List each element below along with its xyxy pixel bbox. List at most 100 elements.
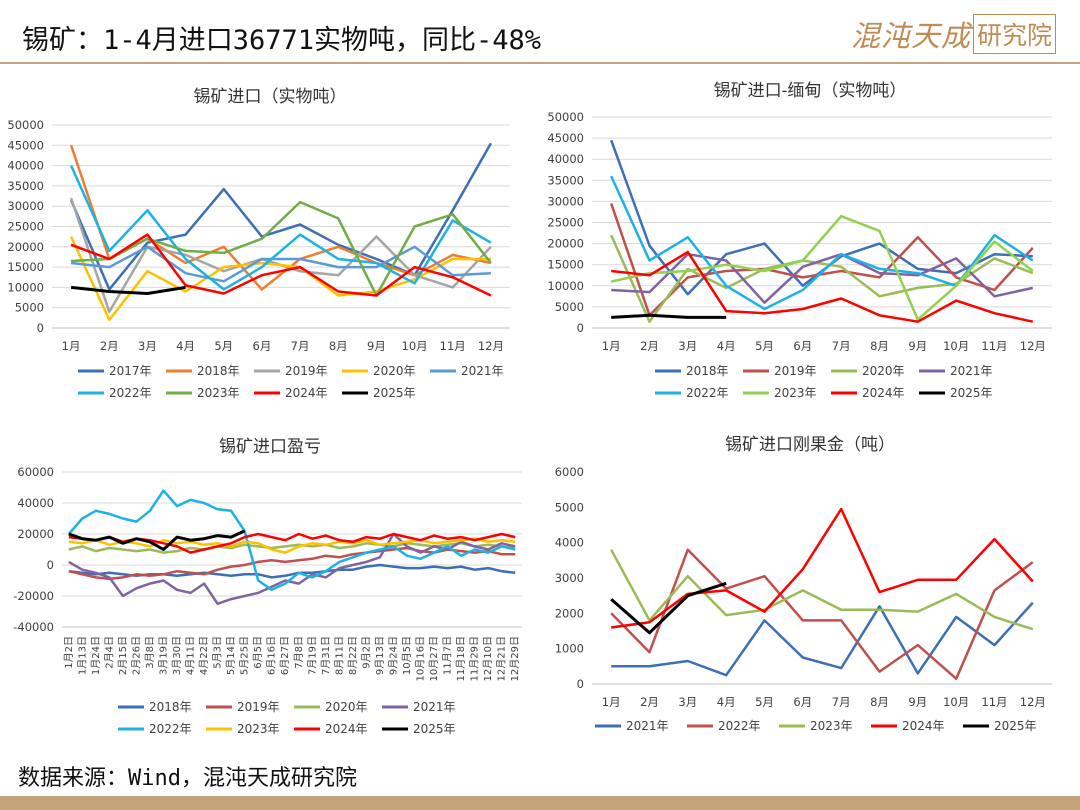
y-tick-label: 15000 <box>7 260 44 274</box>
x-tick-label: 9月24日 <box>387 636 399 675</box>
y-tick-label: 5000 <box>555 500 584 514</box>
series-line-2024年 <box>611 250 1034 323</box>
x-tick-label: 8月 <box>870 695 889 709</box>
x-tick-label: 4月 <box>717 339 736 353</box>
y-tick-label: 10000 <box>7 280 44 294</box>
legend-label: 2025年 <box>373 386 416 400</box>
y-tick-label: 10000 <box>547 279 584 293</box>
legend-label: 2024年 <box>285 386 328 400</box>
x-tick-label: 11月 <box>981 339 1007 353</box>
x-tick-label: 9月 <box>367 339 386 353</box>
series-line-2023年 <box>610 549 1034 631</box>
x-tick-label: 12月29日 <box>509 636 521 681</box>
y-tick-label: 4000 <box>555 536 584 550</box>
y-tick-label: 5000 <box>15 301 44 315</box>
series-line-2022年 <box>69 165 492 291</box>
y-tick-label: 6000 <box>555 465 584 479</box>
y-tick-label: 30000 <box>7 199 44 213</box>
y-tick-label: 25000 <box>7 220 44 234</box>
y-tick-label: 0 <box>577 677 584 691</box>
logo-main-text: 混沌天成 <box>850 19 971 53</box>
gridlines <box>52 124 510 329</box>
series-line-2023年 <box>71 200 492 297</box>
y-tick-label: -40000 <box>13 620 54 634</box>
x-axis: 1月 2月 3月 4月 5月 6月 7月 8月 9月 10月 11月 12月 <box>62 339 504 353</box>
chart-svg: -40000 -20000 0 20000 40000 60000 1月2日 1月13日 1月2… <box>13 465 522 736</box>
legend: 2018年 2019年 2020年 2021年 2022年 2023年 2024年 2025年 <box>655 364 993 400</box>
footer-bar <box>0 796 1080 810</box>
x-tick-label: 12月 <box>1020 695 1046 709</box>
legend-label: 2019年 <box>774 364 817 378</box>
chart-title: 锡矿进口刚果金（吨） <box>725 435 895 455</box>
legend-label: 2023年 <box>197 386 240 400</box>
x-tick-label: 8月11日 <box>333 636 345 675</box>
y-tick-label: 3000 <box>555 571 584 585</box>
series-line-2023年 <box>610 214 1034 321</box>
legend-label: 2018年 <box>149 700 192 714</box>
chart-svg: 0 1000 2000 3000 4000 5000 6000 1月 2月 3月 4月 5月 6月 7月 8… <box>555 465 1052 733</box>
header-divider <box>0 62 1080 64</box>
series-line-2025年 <box>610 581 727 635</box>
x-tick-label: 6月 <box>793 695 812 709</box>
series-line-2025年 <box>70 285 186 295</box>
x-axis: 1月 2月 3月 4月 5月 6月 7月 8月 9月 10月 11月 12月 <box>602 339 1046 353</box>
series-line-2022年 <box>610 548 1034 680</box>
x-tick-label: 7月 <box>832 695 851 709</box>
y-tick-label: 35000 <box>7 179 44 193</box>
legend-label: 2022年 <box>149 722 192 736</box>
x-tick-label: 10月 <box>943 695 969 709</box>
legend-label: 2019年 <box>285 364 328 378</box>
y-tick-label: 40000 <box>547 152 584 166</box>
y-tick-label: 2000 <box>555 606 584 620</box>
y-tick-label: 5000 <box>555 300 584 314</box>
series-line-2021年 <box>70 245 491 283</box>
y-tick-label: 1000 <box>555 642 584 656</box>
x-tick-label: 1月 <box>62 339 81 353</box>
x-tick-label: 3月 <box>678 339 697 353</box>
x-tick-label: 7月 <box>291 339 310 353</box>
x-tick-label: 4月 <box>717 695 736 709</box>
y-tick-label: 25000 <box>547 216 584 230</box>
y-axis: 0 1000 2000 3000 4000 5000 6000 <box>555 465 584 691</box>
series-lines <box>610 139 1034 323</box>
chart-panel-myanmar-imports: 锡矿进口-缅甸（实物吨） 0 5000 10000 15000 20000 25000 30… <box>540 70 1080 415</box>
x-tick-label: 12月 <box>1020 339 1046 353</box>
legend: 2021年 2022年 2023年 2024年 2025年 <box>595 719 1037 733</box>
x-tick-label: 12月10日 <box>482 636 494 681</box>
x-tick-label: 4月22日 <box>198 636 210 675</box>
x-axis: 1月2日 1月13日 1月24日 2月4日 2月15日 2月26日 3月8日 3月19日 3月3… <box>63 636 521 681</box>
legend-label: 2025年 <box>413 722 456 736</box>
x-tick-label: 8月 <box>329 339 348 353</box>
x-tick-label: 7月31日 <box>320 636 332 675</box>
legend-label: 2025年 <box>994 719 1037 733</box>
legend-label: 2021年 <box>461 364 504 378</box>
x-tick-label: 8月 <box>870 339 889 353</box>
x-tick-label: 12月21日 <box>496 636 508 681</box>
legend-label: 2021年 <box>950 364 993 378</box>
series-lines <box>610 507 1034 680</box>
x-tick-label: 11月18日 <box>455 636 467 681</box>
legend-label: 2022年 <box>718 719 761 733</box>
x-tick-label: 7月 <box>832 339 851 353</box>
x-tick-label: 1月24日 <box>90 636 102 675</box>
legend-label: 2017年 <box>109 364 152 378</box>
x-tick-label: 4月 <box>176 339 195 353</box>
y-tick-label: 15000 <box>547 258 584 272</box>
x-tick-label: 2月 <box>640 339 659 353</box>
x-tick-label: 5月25日 <box>239 636 251 675</box>
legend-label: 2021年 <box>626 719 669 733</box>
legend-label: 2020年 <box>325 700 368 714</box>
series-line-2023年 <box>68 537 516 554</box>
x-tick-label: 11月 <box>440 339 466 353</box>
x-tick-label: 11月7日 <box>442 636 454 675</box>
legend-label: 2020年 <box>862 364 905 378</box>
legend-label: 2020年 <box>373 364 416 378</box>
legend-label: 2022年 <box>686 386 729 400</box>
legend-label: 2023年 <box>810 719 853 733</box>
y-tick-label: 50000 <box>547 110 584 124</box>
x-tick-label: 9月 <box>908 695 927 709</box>
page-title: 锡矿：1-4月进口36771实物吨，同比-48% <box>22 25 542 56</box>
legend-label: 2024年 <box>902 719 945 733</box>
x-tick-label: 9月13日 <box>374 636 386 675</box>
x-tick-label: 5月3日 <box>212 636 224 669</box>
